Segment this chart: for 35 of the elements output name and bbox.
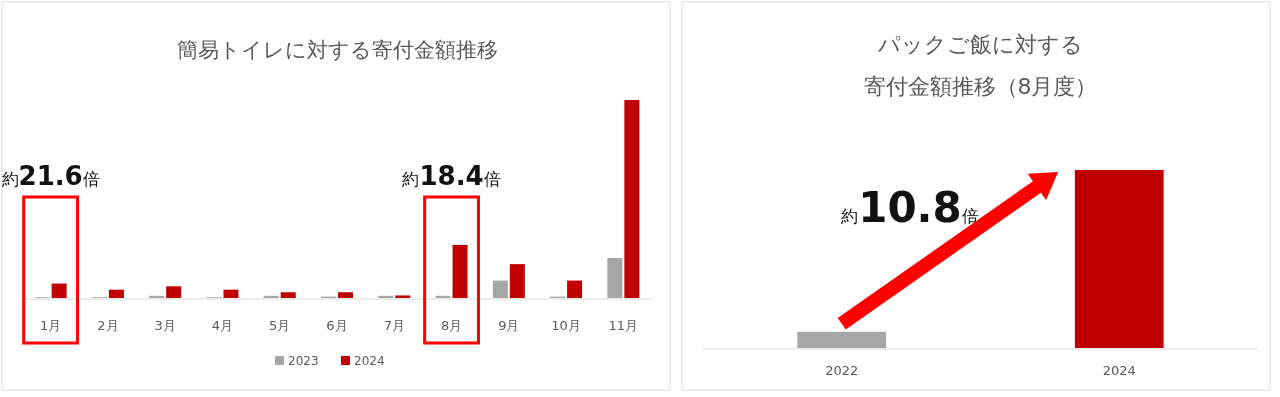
- bar: [607, 258, 623, 298]
- x-tick-label: 10月: [551, 318, 581, 333]
- x-tick-label: 7月: [383, 318, 405, 333]
- bar: [509, 264, 525, 298]
- annotation: 約21.6倍: [1, 161, 100, 191]
- bar: [395, 295, 411, 298]
- bar: [166, 286, 182, 298]
- x-tick-label: 1月: [40, 318, 62, 333]
- bar: [51, 283, 67, 298]
- chart-title: 簡易トイレに対する寄付金額推移: [176, 38, 498, 62]
- bar: [280, 292, 296, 298]
- x-tick-label: 11月: [608, 318, 639, 333]
- bar: [567, 280, 583, 298]
- bar: [223, 289, 239, 298]
- x-tick-label: 6月: [326, 318, 348, 333]
- bar: [492, 280, 508, 298]
- bar: [263, 295, 279, 298]
- bar: [108, 289, 124, 298]
- x-tick-label: 2月: [97, 318, 119, 333]
- bar: [624, 100, 640, 298]
- legend-label: 2023: [288, 354, 319, 368]
- bar: [435, 295, 451, 298]
- x-tick-label: 2022: [825, 363, 859, 378]
- annotation: 約18.4倍: [402, 161, 501, 191]
- chart-title: パックご飯に対する寄付金額推移（8月度）: [863, 32, 1098, 99]
- legend-label: 2024: [354, 354, 385, 368]
- bar: [378, 295, 394, 298]
- bar: [452, 244, 468, 298]
- x-tick-label: 3月: [154, 318, 176, 333]
- x-tick-label: 4月: [211, 318, 234, 333]
- bar: [338, 292, 353, 298]
- x-tick-label: 9月: [498, 318, 520, 333]
- x-tick-label: 8月: [440, 318, 463, 333]
- x-tick-label: 5月: [269, 318, 291, 333]
- bar: [149, 295, 165, 298]
